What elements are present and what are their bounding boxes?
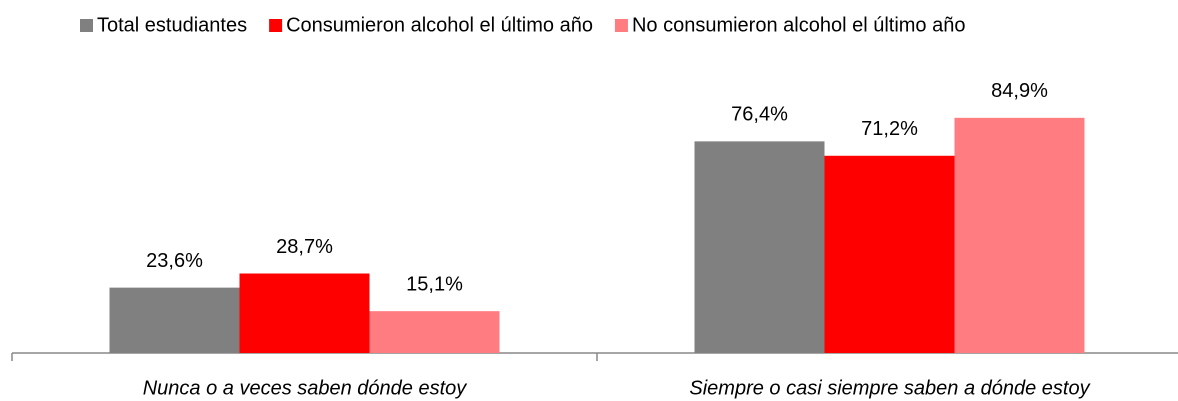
bar — [239, 273, 370, 353]
bar — [109, 287, 240, 353]
bar — [954, 117, 1085, 354]
x-tick-label: Siempre o casi siempre saben a dónde est… — [689, 377, 1090, 399]
data-label: 15,1% — [406, 273, 463, 295]
data-label: 76,4% — [731, 104, 788, 126]
bar — [694, 141, 825, 353]
data-label: 23,6% — [146, 250, 203, 272]
legend-label: No consumieron alcohol el último año — [632, 14, 966, 36]
legend-label: Consumieron alcohol el último año — [286, 14, 593, 36]
bar — [369, 311, 500, 353]
legend-label: Total estudiantes — [97, 14, 247, 36]
x-tick-label: Nunca o a veces saben dónde estoy — [143, 377, 468, 399]
legend-swatch — [614, 19, 628, 32]
legend-swatch — [269, 19, 283, 32]
data-label: 71,2% — [861, 118, 918, 140]
legend-swatch — [80, 19, 93, 32]
data-label: 84,9% — [991, 80, 1048, 102]
bar — [824, 155, 955, 353]
data-label: 28,7% — [276, 236, 333, 258]
